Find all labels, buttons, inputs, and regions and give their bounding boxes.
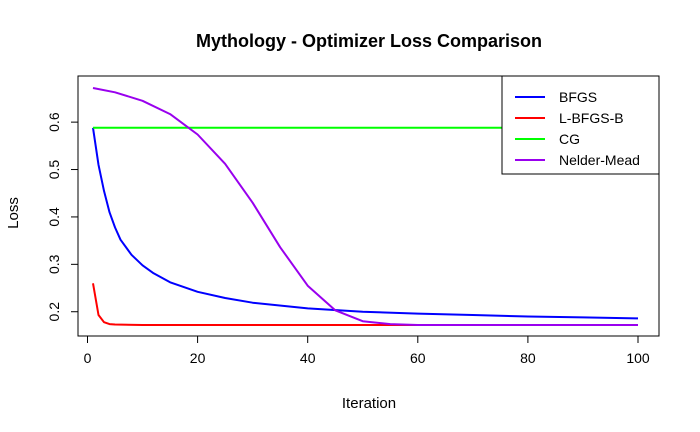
x-tick-label: 20 xyxy=(190,350,206,366)
y-tick-label: 0.3 xyxy=(46,254,62,274)
y-tick-label: 0.2 xyxy=(46,302,62,322)
x-tick-label: 40 xyxy=(300,350,316,366)
series-line-l-bfgs-b xyxy=(92,283,638,326)
legend-label-bfgs: BFGS xyxy=(559,89,597,105)
x-tick-label: 0 xyxy=(84,350,92,366)
plot-frame xyxy=(77,75,660,337)
series-line-bfgs xyxy=(92,127,639,320)
x-tick-label: 100 xyxy=(626,350,650,366)
chart-title: Mythology - Optimizer Loss Comparison xyxy=(196,31,542,51)
y-tick-label: 0.6 xyxy=(46,112,62,132)
series-line-nelder-mead xyxy=(92,87,638,326)
legend-label-cg: CG xyxy=(559,131,580,147)
x-axis-label: Iteration xyxy=(342,395,396,412)
legend-box xyxy=(501,75,660,175)
legend-label-nelder-mead: Nelder-Mead xyxy=(559,152,640,168)
legend-label-l-bfgs-b: L-BFGS-B xyxy=(559,110,624,126)
x-tick-label: 60 xyxy=(410,350,426,366)
y-tick-label: 0.5 xyxy=(46,160,62,180)
x-tick-label: 80 xyxy=(520,350,536,366)
y-axis-label: Loss xyxy=(5,197,22,229)
y-tick-label: 0.4 xyxy=(46,207,62,227)
